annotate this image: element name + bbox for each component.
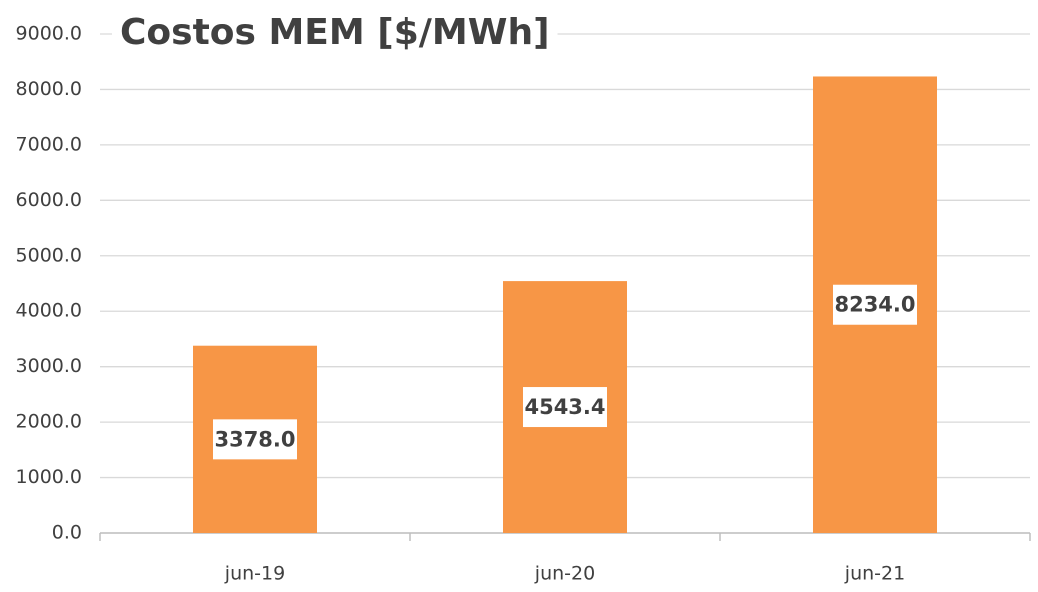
y-tick-label: 7000.0 (16, 133, 82, 155)
x-tick-label: jun-19 (224, 563, 285, 585)
y-tick-label: 2000.0 (16, 411, 82, 433)
value-label: 3378.0 (214, 427, 295, 451)
value-label: 8234.0 (834, 293, 915, 317)
y-tick-label: 0.0 (52, 522, 82, 544)
y-tick-label: 4000.0 (16, 300, 82, 322)
x-tick-label: jun-20 (534, 563, 595, 585)
y-tick-label: 3000.0 (16, 355, 82, 377)
y-tick-label: 9000.0 (16, 23, 82, 45)
y-tick-label: 8000.0 (16, 78, 82, 100)
chart-title: Costos MEM [$/MWh] (120, 12, 550, 53)
x-tick-label: jun-21 (844, 563, 905, 585)
value-label-box (213, 419, 297, 460)
y-tick-label: 6000.0 (16, 189, 82, 211)
value-label-box (523, 387, 607, 428)
value-label: 4543.4 (524, 395, 605, 419)
y-tick-label: 5000.0 (16, 244, 82, 266)
value-label-box (833, 284, 917, 325)
y-tick-label: 1000.0 (16, 466, 82, 488)
title-background (112, 8, 558, 58)
